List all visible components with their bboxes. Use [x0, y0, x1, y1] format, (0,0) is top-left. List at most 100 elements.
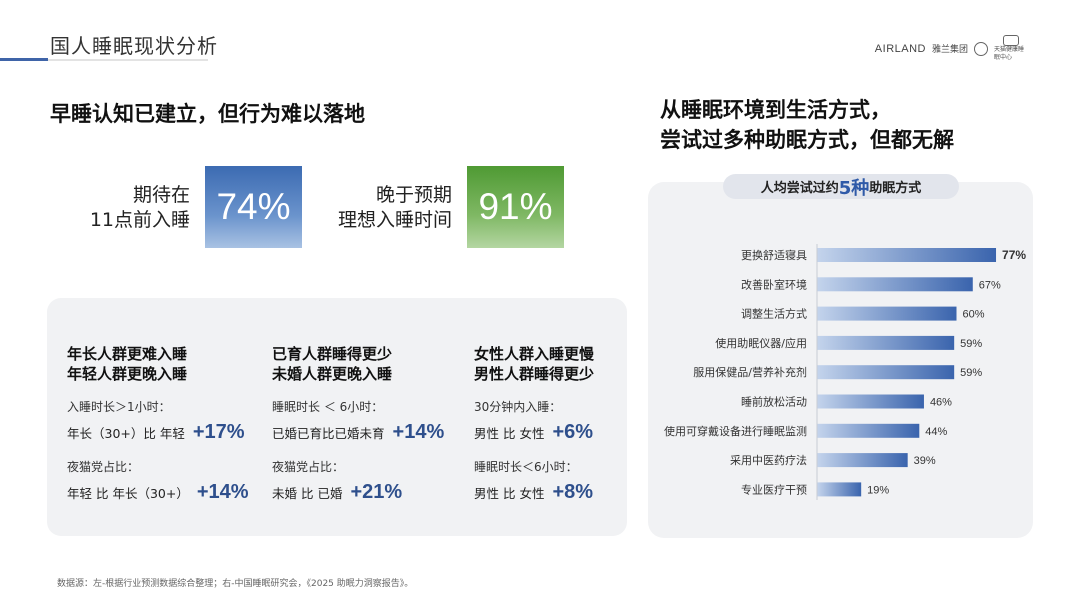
category-label: 调整生活方式: [741, 307, 807, 321]
bar-row: 使用可穿戴设备进行睡眠监测 44%: [664, 423, 948, 438]
stat-label-line: 期待在: [132, 184, 190, 206]
bar-row: 改善卧室环境 67%: [741, 277, 1001, 292]
metric-value: +14%: [196, 481, 249, 503]
metric-comparison: 年轻 比 年长（30+） +14%: [67, 481, 249, 504]
category-label: 睡前放松活动: [741, 395, 807, 409]
demographics-panel: 年长人群更难入睡 年轻人群更晚入睡 入睡时长＞1小时： 年长（30+）比 年轻 …: [47, 298, 627, 536]
bar: [817, 453, 908, 468]
value-label: 67%: [979, 279, 1001, 291]
metric-comparison: 未婚 比 已婚 +21%: [272, 481, 452, 504]
stat-label-line: 理想入睡时间: [337, 209, 452, 231]
right-headline: 从睡眠环境到生活方式， 尝试过多种助眠方式，但都无解: [660, 95, 954, 155]
column-title-line: 年长人群更难入睡: [67, 345, 188, 363]
chart-panel: [648, 182, 1033, 538]
metric-comparison: 男性 比 女性 +8%: [474, 481, 654, 504]
brand-logo: AIRLAND 雅兰集团 天猫健康睡眠中心: [875, 35, 1028, 62]
value-label: 59%: [960, 338, 982, 350]
comparison-text: 男性 比 女性: [474, 486, 545, 501]
metric-value: +14%: [392, 421, 445, 443]
metric-label: 入睡时长＞1小时：: [67, 400, 171, 414]
brand-emblem-icon: [974, 41, 988, 56]
right-headline-line: 从睡眠环境到生活方式，: [660, 98, 891, 122]
demographic-column-age: 年长人群更难入睡 年轻人群更晚入睡 入睡时长＞1小时： 年长（30+）比 年轻 …: [67, 344, 249, 504]
value-label: 77%: [1002, 248, 1026, 262]
column-title-line: 女性人群入睡更慢: [474, 345, 595, 363]
category-label: 使用助眠仪器/应用: [715, 336, 807, 350]
value-label: 44%: [925, 426, 947, 438]
comparison-text: 年长（30+）比 年轻: [67, 426, 185, 441]
source-note: 数据源：左-根据行业预测数据综合整理；右-中国睡眠研究会，《2025 助眠力洞察…: [57, 579, 414, 589]
bar-row: 专业医疗干预 19%: [741, 482, 889, 497]
bar: [817, 423, 920, 438]
page-title: 国人睡眠现状分析: [50, 34, 218, 58]
sleep-aid-bar-chart: 更换舒适寝具 77%改善卧室环境 67%调整生活方式 60%使用助眠仪器/应用 59%服…: [664, 244, 1026, 500]
chart-title-pill: 人均尝试过约 5种 助眠方式: [723, 174, 959, 199]
metric-comparison: 男性 比 女性 +6%: [474, 421, 654, 444]
category-label: 专业医疗干预: [741, 482, 807, 496]
bar: [817, 482, 862, 497]
column-title-line: 男性人群睡得更少: [474, 365, 595, 383]
comparison-text: 已婚已育比已婚未育: [272, 426, 385, 441]
column-title-line: 年轻人群更晚入睡: [67, 365, 188, 383]
partner-name: 天猫健康睡眠中心: [994, 46, 1025, 61]
metric-label: 睡眠时长＜6小时：: [474, 460, 578, 474]
metric-label: 30分钟内入睡：: [474, 400, 562, 414]
chart-title-highlight: 5种: [838, 177, 870, 199]
left-headline: 早睡认知已建立，但行为难以落地: [50, 102, 365, 126]
right-headline-line: 尝试过多种助眠方式，但都无解: [660, 128, 954, 152]
bar-row: 采用中医药疗法 39%: [730, 453, 936, 468]
bar: [817, 306, 957, 321]
value-label: 46%: [930, 397, 952, 409]
value-label: 39%: [914, 455, 936, 467]
header-divider-accent: [0, 58, 48, 61]
comparison-text: 未婚 比 已婚: [272, 486, 343, 501]
chart-title-suffix: 助眠方式: [869, 181, 922, 196]
chart-title-prefix: 人均尝试过约: [760, 181, 839, 196]
metric-comparison: 年长（30+）比 年轻 +17%: [67, 421, 247, 444]
partner-logo: 天猫健康睡眠中心: [994, 35, 1028, 62]
bar: [817, 394, 924, 409]
column-title-line: 已育人群睡得更少: [272, 345, 393, 363]
stat-value-box: 91%: [467, 166, 564, 248]
category-label: 使用可穿戴设备进行睡眠监测: [664, 424, 807, 438]
comparison-text: 男性 比 女性: [474, 426, 545, 441]
value-label: 19%: [867, 484, 889, 496]
value-label: 60%: [963, 309, 985, 321]
metric-value: +17%: [192, 421, 245, 443]
bar-row: 服用保健品/营养补充剂 59%: [693, 365, 982, 380]
bar-row: 使用助眠仪器/应用 59%: [715, 335, 982, 350]
metric-label: 夜猫党占比：: [272, 460, 345, 474]
column-title-line: 未婚人群更晚入睡: [272, 365, 393, 383]
category-label: 采用中医药疗法: [730, 453, 807, 467]
column-title: 已育人群睡得更少 未婚人群更晚入睡: [272, 344, 452, 384]
metric-comparison: 已婚已育比已婚未育 +14%: [272, 421, 452, 444]
metric-value: +21%: [350, 481, 403, 503]
stat-label-line: 晚于预期: [375, 184, 452, 206]
bar: [817, 277, 973, 292]
category-label: 改善卧室环境: [741, 277, 807, 291]
header-divider: [0, 59, 208, 61]
metric-label: 睡眠时长 ＜ 6小时：: [272, 400, 384, 414]
demographic-column-gender: 女性人群入睡更慢 男性人群睡得更少 30分钟内入睡： 男性 比 女性 +6% 睡…: [474, 344, 654, 504]
value-label: 59%: [960, 367, 982, 379]
bar-row: 调整生活方式 60%: [741, 306, 985, 321]
stat-label-line: 11点前入睡: [89, 209, 190, 231]
tmall-icon: [1003, 35, 1019, 46]
bar-row: 睡前放松活动 46%: [741, 394, 952, 409]
metric-label: 夜猫党占比：: [67, 460, 140, 474]
category-label: 服用保健品/营养补充剂: [693, 365, 807, 379]
column-title: 年长人群更难入睡 年轻人群更晚入睡: [67, 344, 247, 384]
column-title: 女性人群入睡更慢 男性人群睡得更少: [474, 344, 654, 384]
stat-value-box: 74%: [205, 166, 302, 248]
bar: [817, 335, 955, 350]
bar: [817, 365, 955, 380]
demographic-column-family: 已育人群睡得更少 未婚人群更晚入睡 睡眠时长 ＜ 6小时： 已婚已育比已婚未育 …: [272, 344, 452, 504]
category-label: 更换舒适寝具: [741, 248, 807, 262]
bar-row: 更换舒适寝具 77%: [741, 248, 1026, 262]
metric-value: +6%: [552, 421, 594, 443]
brand-name: AIRLAND: [874, 42, 926, 55]
bar: [817, 248, 997, 262]
stat-label: 晚于预期 理想入睡时间: [300, 183, 452, 233]
comparison-text: 年轻 比 年长（30+）: [67, 486, 189, 501]
stat-label: 期待在 11点前入睡: [60, 183, 190, 233]
